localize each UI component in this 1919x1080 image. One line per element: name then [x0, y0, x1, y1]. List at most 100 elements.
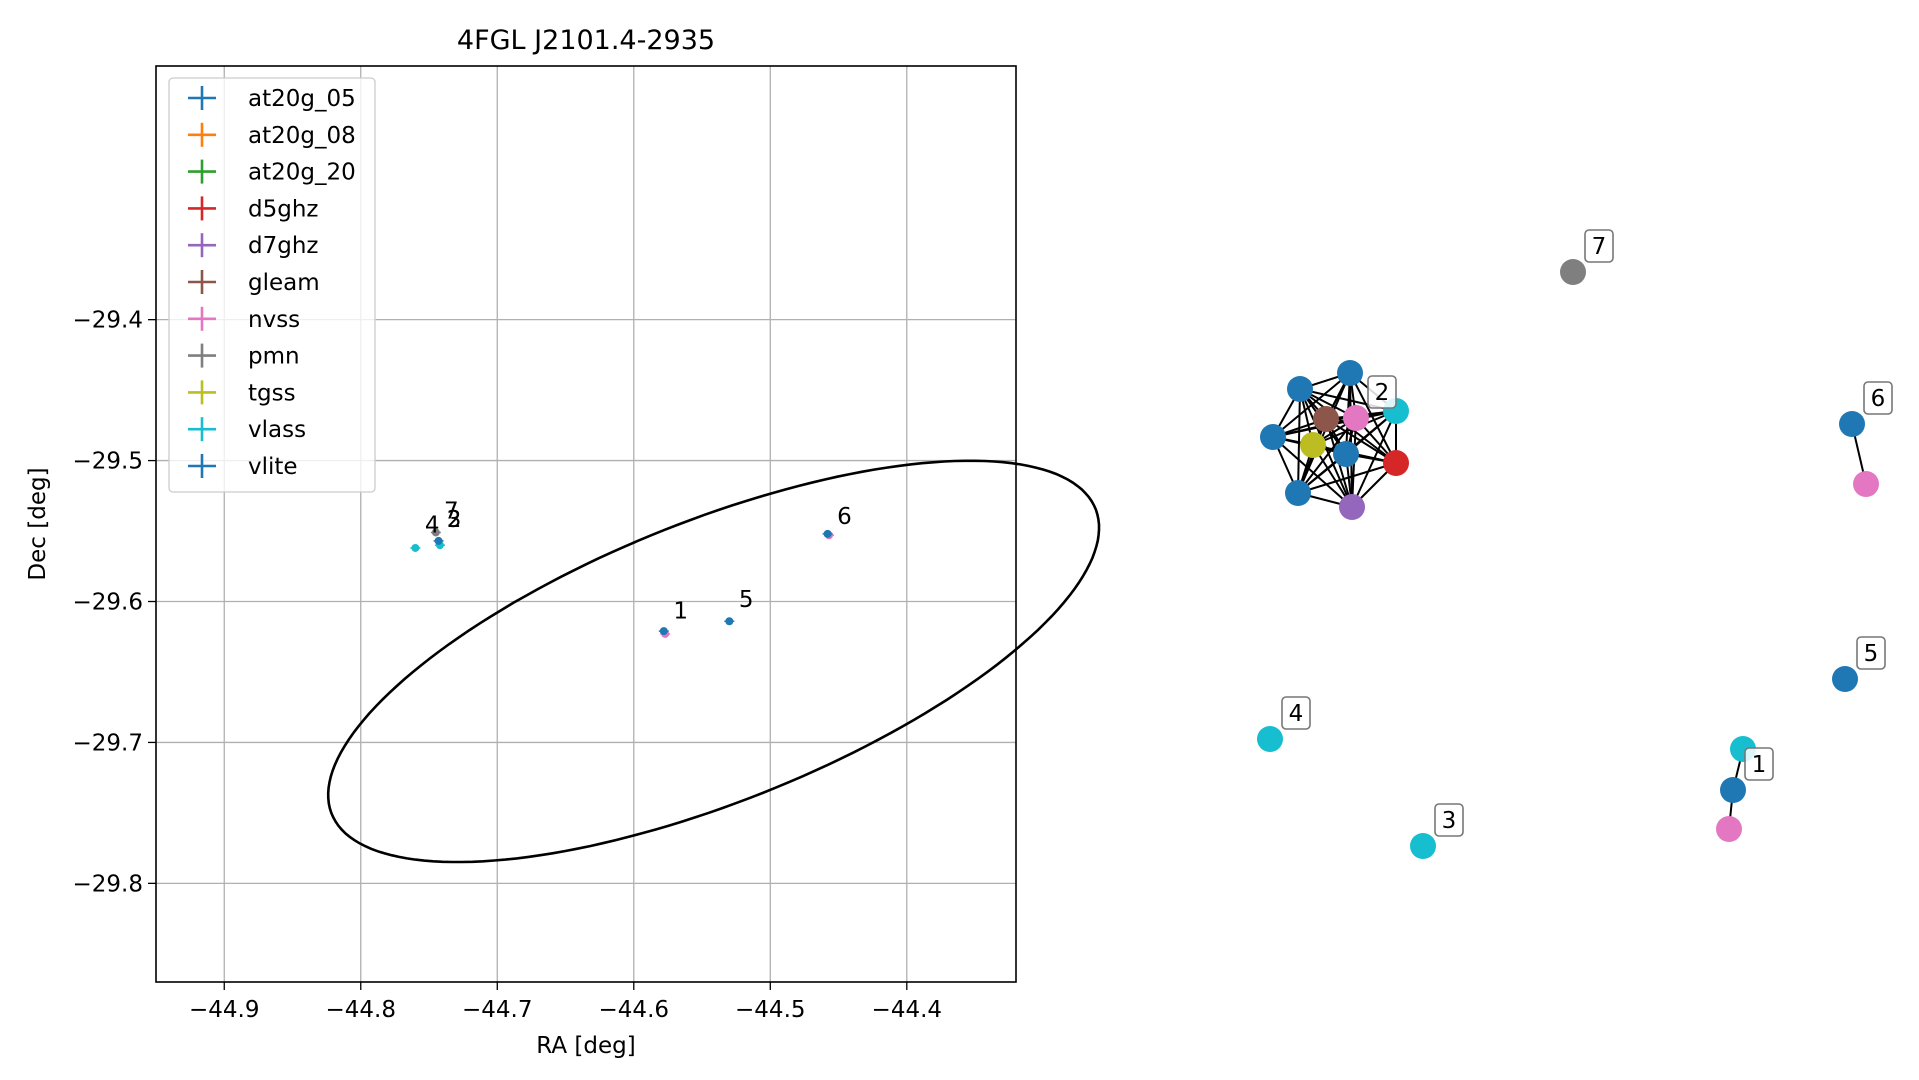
node-label: 7: [1584, 229, 1614, 263]
legend-box: [168, 77, 376, 493]
legend-entry: gleam: [188, 270, 320, 296]
graph-node: [1333, 441, 1359, 467]
node-label-text: 6: [1871, 386, 1886, 412]
legend-label: vlass: [248, 417, 306, 443]
node-label-text: 3: [1442, 808, 1457, 834]
node-label: 3: [1434, 803, 1464, 837]
network-graph: 7 6 5 1 4 3 2: [1257, 229, 1893, 859]
node-label-text: 5: [1864, 641, 1879, 667]
node-label-box: [1281, 696, 1311, 730]
x-tick-label: −44.4: [872, 997, 942, 1023]
graph-edge: [1272, 417, 1357, 438]
graph-node: [1313, 406, 1339, 432]
graph-node: [1560, 259, 1586, 285]
legend-label: nvss: [248, 307, 300, 333]
data-point-vlite: [659, 627, 668, 636]
legend-entry: d5ghz: [188, 196, 318, 222]
graph-node: [1832, 666, 1858, 692]
point-annotation: 4: [425, 512, 440, 538]
y-tick-label: −29.7: [73, 730, 143, 756]
legend-entry: d7ghz: [188, 233, 318, 259]
legend-label: at20g_08: [248, 123, 356, 149]
legend-entry: tgss: [188, 380, 296, 406]
graph-edge: [1325, 418, 1397, 464]
legend-label: tgss: [248, 380, 296, 406]
node-label-text: 2: [1375, 380, 1390, 406]
node-label: 5: [1856, 636, 1886, 670]
node-label-text: 4: [1289, 701, 1304, 727]
graph-node: [1300, 432, 1326, 458]
uncertainty-ellipse: [326, 459, 1101, 864]
x-tick-label: −44.6: [599, 997, 669, 1023]
y-tick-label: −29.4: [73, 308, 143, 334]
data-point-vlite: [725, 617, 734, 626]
y-tick-label: −29.6: [73, 590, 143, 616]
graph-node: [1287, 376, 1313, 402]
x-tick-label: −44.7: [462, 997, 532, 1023]
point-annotation: 5: [739, 587, 754, 613]
node-label-box: [1744, 747, 1774, 781]
point-annotation: 1: [673, 598, 688, 624]
point-annotation: 2: [447, 507, 462, 533]
legend-entry: at20g_08: [188, 122, 356, 149]
legend-label: d7ghz: [248, 233, 318, 259]
plot-frame: [155, 65, 1017, 983]
graph-node: [1339, 494, 1365, 520]
graph-edges: [1272, 372, 1867, 830]
graph-node: [1839, 411, 1865, 437]
graph-node: [1343, 405, 1369, 431]
graph-edge: [1272, 436, 1353, 508]
graph-edge: [1297, 462, 1397, 494]
data-point-pmn: [431, 528, 440, 537]
legend-entry: nvss: [188, 306, 300, 333]
graph-nodes: [1257, 259, 1879, 859]
graph-edge: [1349, 372, 1353, 508]
legend-label: d5ghz: [248, 196, 318, 222]
uncertainty-ellipse-layer: [326, 459, 1101, 864]
point-annotation: 3: [447, 507, 462, 533]
data-point-vlite: [434, 536, 443, 545]
graph-node: [1716, 816, 1742, 842]
legend-entry: vlass: [188, 417, 306, 443]
data-point-vlite: [823, 529, 832, 538]
node-label-box: [1863, 381, 1893, 415]
legend-label: gleam: [248, 270, 320, 296]
graph-node-labels: 7 6 5 1 4 3 2: [1281, 229, 1893, 837]
legend-entry: pmn: [188, 343, 300, 370]
point-annotation: 7: [444, 498, 459, 524]
node-label-box: [1434, 803, 1464, 837]
y-axis-ticks: −29.4 −29.5 −29.6 −29.7 −29.8: [73, 308, 156, 897]
y-tick-label: −29.5: [73, 449, 143, 475]
legend-label: vlite: [248, 454, 298, 480]
legend-label: at20g_20: [248, 160, 356, 186]
legend-entries: at20g_05 at20g_08 at20g_20 d5ghz d7ghz gleam n…: [188, 86, 356, 480]
node-label: 6: [1863, 381, 1893, 415]
legend-label: pmn: [248, 344, 300, 370]
y-axis-label: Dec [deg]: [25, 467, 51, 580]
x-tick-label: −44.8: [326, 997, 396, 1023]
legend-entry: vlite: [188, 454, 298, 480]
graph-node: [1383, 450, 1409, 476]
node-label-box: [1856, 636, 1886, 670]
node-label-box: [1367, 375, 1397, 409]
x-axis-label: RA [deg]: [536, 1033, 635, 1059]
graph-node: [1720, 777, 1746, 803]
legend-entry: at20g_05: [188, 86, 356, 112]
legend-label: at20g_05: [248, 86, 356, 112]
graph-node: [1853, 471, 1879, 497]
legend-entry: at20g_20: [188, 159, 356, 186]
node-label: 1: [1744, 747, 1774, 781]
graph-node: [1257, 726, 1283, 752]
graph-node: [1285, 480, 1311, 506]
chart-title: 4FGL J2101.4-2935: [457, 25, 715, 56]
point-annotation: 6: [837, 504, 852, 530]
node-label-text: 7: [1592, 234, 1607, 260]
node-label-box: [1584, 229, 1614, 263]
graph-node: [1410, 833, 1436, 859]
graph-edge: [1297, 372, 1351, 494]
graph-node: [1337, 360, 1363, 386]
graph-edge: [1349, 372, 1397, 464]
